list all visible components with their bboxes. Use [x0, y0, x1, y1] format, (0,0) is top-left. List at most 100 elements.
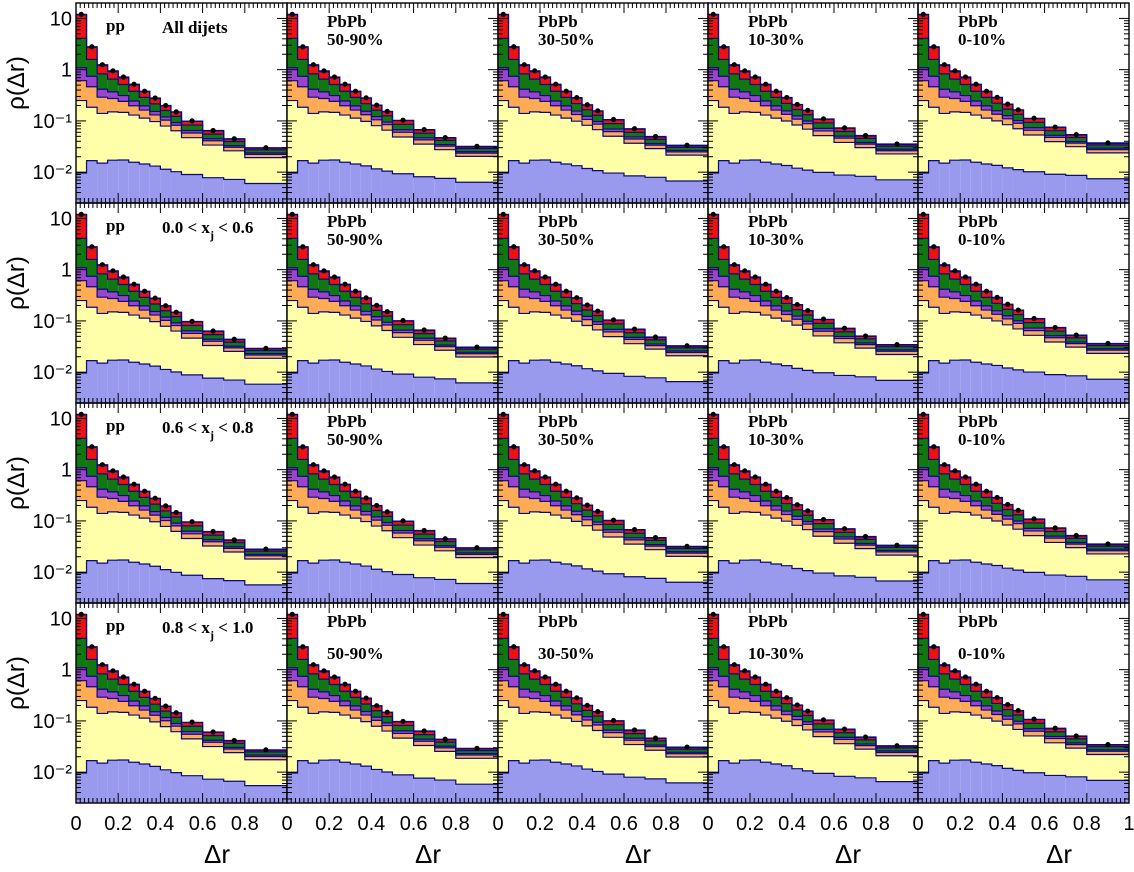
stack-2-bin-8	[582, 119, 593, 126]
stack-2-bin-9	[170, 325, 182, 332]
stack-0-bin-4	[540, 359, 551, 403]
stack-2-bin-3	[739, 98, 750, 112]
stack-2-bin-0	[76, 680, 87, 701]
data-point	[894, 542, 900, 548]
stack-outline-0	[498, 159, 708, 182]
stack-5-bin-3	[107, 271, 119, 280]
stack-4-bin-11	[413, 333, 435, 339]
stack-4-bin-13	[666, 147, 708, 151]
stack-4-bin-13	[876, 547, 918, 551]
data-point	[400, 117, 406, 123]
data-point	[710, 11, 716, 17]
stack-2-bin-1	[297, 286, 309, 308]
data-point	[421, 728, 427, 734]
stack-0-bin-1	[86, 160, 98, 203]
y-tick-label: 10	[50, 408, 72, 430]
stack-outline-0	[76, 359, 287, 385]
stack-0-bin-13	[666, 181, 708, 203]
stack-3-bin-5	[339, 301, 351, 306]
stack-2-bin-8	[160, 520, 171, 527]
stack-3-bin-9	[170, 723, 182, 727]
stack-0-bin-4	[960, 159, 971, 203]
stack-3-bin-8	[371, 717, 382, 721]
stack-4-bin-1	[928, 59, 940, 77]
data-point	[321, 668, 327, 674]
stack-5-bin-2	[519, 65, 530, 74]
data-point	[173, 309, 179, 315]
stack-0-bin-1	[718, 160, 729, 203]
stack-4-bin-7	[991, 503, 1003, 511]
data-point	[500, 411, 506, 417]
stack-5-bin-4	[118, 277, 129, 285]
stack-0-bin-8	[792, 568, 803, 603]
stack-outline-2	[708, 480, 918, 553]
stack-4-bin-3	[107, 679, 119, 692]
data-point	[1105, 340, 1111, 347]
stack-2-bin-12	[645, 546, 666, 550]
stack-2-bin-1	[86, 86, 98, 108]
stack-0-bin-9	[381, 171, 393, 203]
stack-2-bin-2	[939, 297, 950, 314]
stack-2-bin-1	[718, 86, 729, 108]
stack-4-bin-9	[1012, 314, 1024, 321]
data-point	[131, 281, 137, 287]
data-point	[1105, 140, 1111, 146]
stack-3-bin-7	[781, 110, 792, 115]
stack-4-bin-0	[498, 38, 509, 68]
system-label: pp	[106, 216, 125, 235]
stack-4-bin-10	[1023, 322, 1045, 329]
stack-3-bin-11	[413, 338, 435, 341]
stack-1-bin-11	[413, 144, 435, 177]
data-point	[511, 444, 517, 450]
data-point	[131, 681, 137, 687]
stack-outline-1	[708, 299, 918, 356]
stack-5-bin-1	[508, 47, 519, 60]
data-point	[1015, 307, 1021, 313]
stack-5-bin-0	[918, 414, 929, 439]
data-point	[994, 294, 1000, 300]
stack-3-bin-1	[928, 276, 940, 287]
stack-3-bin-6	[561, 305, 572, 311]
stack-4-bin-6	[771, 497, 782, 506]
stack-5-bin-1	[86, 647, 98, 660]
data-point	[163, 102, 169, 109]
stack-0-bin-2	[308, 763, 319, 803]
stack-4-bin-9	[381, 115, 393, 123]
stack-4-bin-8	[792, 509, 803, 517]
stack-3-bin-4	[118, 295, 129, 302]
stack-2-bin-2	[519, 497, 530, 514]
stack-3-bin-10	[1023, 528, 1045, 531]
stack-4-bin-0	[918, 238, 929, 268]
stack-0-bin-2	[519, 563, 530, 603]
stack-0-bin-4	[118, 159, 129, 203]
stack-3-bin-0	[498, 267, 509, 281]
stack-4-bin-5	[970, 291, 982, 302]
x-tick-label: 0.6	[189, 813, 217, 835]
stack-4-bin-11	[202, 334, 224, 340]
stack-outline-0	[287, 359, 498, 384]
data-point	[331, 474, 338, 480]
stack-1-bin-13	[666, 556, 708, 583]
stack-4-bin-13	[455, 549, 498, 553]
stack-1-bin-13	[1086, 553, 1129, 580]
stack-0-bin-3	[529, 160, 540, 203]
data-point	[820, 316, 827, 322]
stack-outline-1	[76, 499, 287, 560]
stack-4-bin-10	[392, 725, 414, 731]
data-point	[263, 345, 269, 351]
stack-4-bin-11	[624, 533, 645, 538]
stack-2-bin-4	[540, 101, 551, 113]
stack-3-bin-9	[381, 322, 393, 325]
stack-3-bin-2	[939, 89, 950, 98]
stack-4-bin-0	[287, 38, 298, 68]
data-point	[163, 703, 169, 709]
stack-0-bin-8	[1002, 167, 1013, 203]
stack-1-bin-7	[149, 321, 161, 367]
stack-5-bin-0	[918, 14, 929, 39]
stack-1-bin-13	[1086, 152, 1129, 179]
data-point	[610, 317, 617, 323]
data-point	[110, 468, 116, 474]
data-point	[421, 327, 427, 333]
data-point	[363, 695, 369, 701]
